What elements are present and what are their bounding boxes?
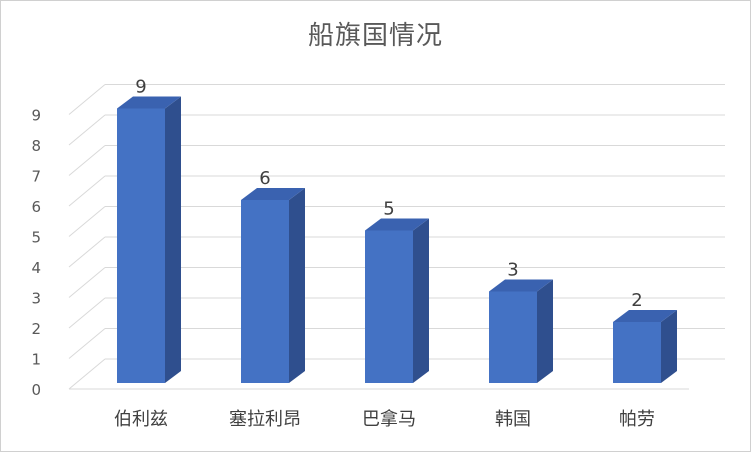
bar: [365, 230, 413, 383]
bar: [489, 291, 537, 383]
bar-top: [241, 188, 305, 200]
bar: [613, 322, 661, 383]
gridline-side: [68, 236, 106, 268]
bar-side: [537, 279, 553, 383]
y-tick-label: 3: [31, 290, 41, 308]
gridline-side: [68, 358, 106, 390]
x-tick-label: 巴拿马: [362, 408, 416, 430]
bar-side: [661, 310, 677, 383]
bar-top: [365, 218, 429, 231]
gridline-side: [68, 175, 106, 207]
y-tick-label: 7: [31, 168, 41, 186]
x-tick-label: 韩国: [495, 409, 531, 430]
bar-side: [165, 96, 181, 383]
data-label: 3: [507, 260, 518, 281]
bar-top: [489, 279, 553, 292]
data-label: 5: [383, 199, 394, 220]
x-tick-label: 伯利兹: [114, 409, 168, 430]
bar-side: [413, 218, 429, 383]
y-tick-label: 5: [31, 229, 41, 247]
y-tick-label: 9: [31, 107, 41, 125]
gridline-side: [68, 114, 106, 146]
gridline-side: [68, 297, 106, 329]
data-label: 6: [259, 168, 270, 189]
gridline-side: [68, 267, 106, 298]
y-tick-label: 2: [31, 320, 41, 338]
bar: [117, 108, 165, 383]
data-label: 9: [135, 77, 146, 98]
data-label: 2: [631, 290, 642, 311]
gridline-side: [68, 145, 106, 176]
bar: [241, 200, 289, 383]
bar-side: [289, 188, 305, 383]
gridline-side: [68, 84, 106, 115]
y-tick-label: 1: [31, 351, 41, 369]
bar-top: [613, 310, 677, 322]
gridline-side: [68, 206, 106, 237]
y-tick-label: 0: [31, 381, 41, 399]
gridline-side: [68, 328, 106, 359]
y-tick-label: 6: [31, 198, 41, 216]
x-tick-label: 帕劳: [619, 409, 655, 430]
x-tick-label: 塞拉利昂: [229, 409, 301, 430]
bar-top: [117, 96, 181, 109]
y-tick-label: 8: [31, 137, 41, 155]
chart-title: 船旗国情况: [307, 21, 443, 51]
y-tick-label: 4: [31, 259, 41, 277]
